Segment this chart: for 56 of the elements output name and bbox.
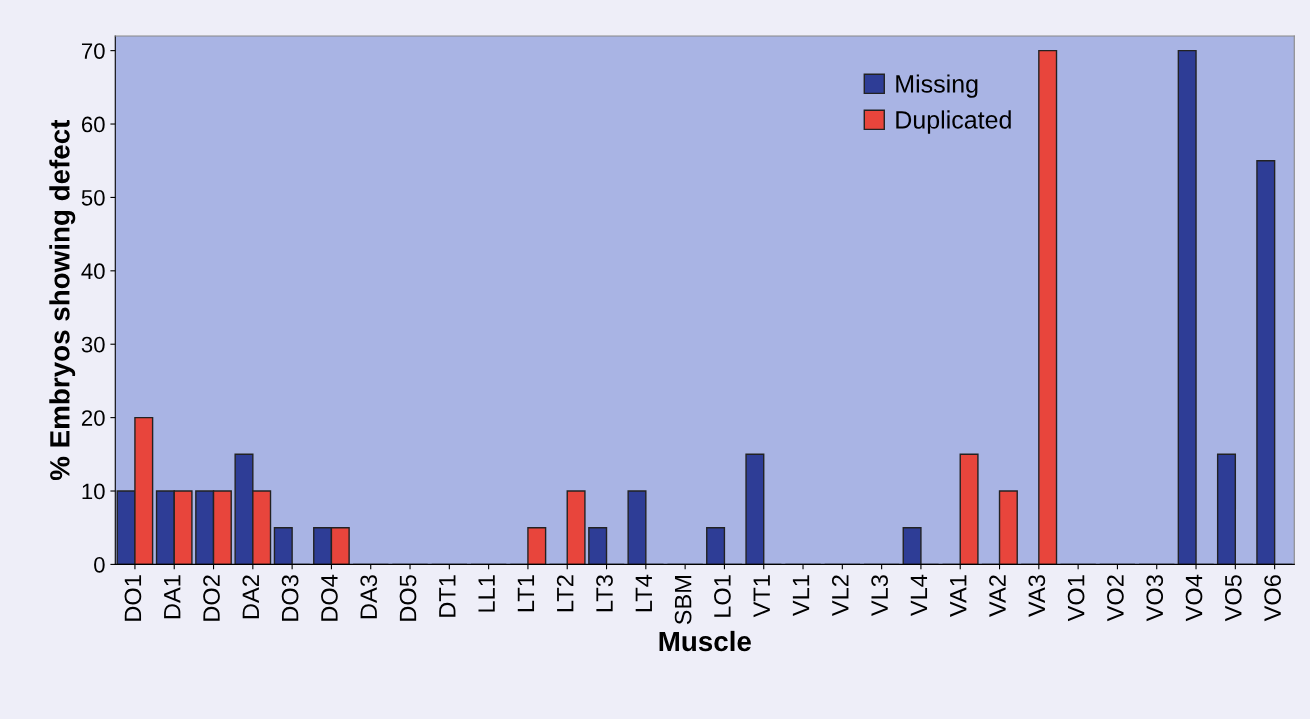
x-tick-label: VT1 [753,575,770,618]
bar [1256,160,1276,565]
x-axis-title: Muscle [659,630,751,652]
y-tick-label: 70 [81,43,105,59]
bar [1038,49,1058,565]
x-tick-label: VL2 [831,575,849,617]
x-tick-label: VO2 [1107,575,1124,622]
y-tick-label: 0 [94,556,105,573]
bar [627,490,647,565]
bar [1216,453,1237,565]
x-tick-label: DA1 [164,575,181,619]
x-tick-label: VO3 [1146,575,1164,622]
y-tick-label: 10 [82,483,105,500]
x-tick-label: VO1 [1067,575,1085,622]
x-tick-label: VO5 [1224,575,1242,622]
x-tick-label: DA2 [242,575,259,619]
x-tick-label: SBM [674,576,692,625]
bar [566,490,586,565]
x-tick-label: VA2 [989,575,1006,617]
y-tick-label: 40 [81,263,105,280]
bar [527,527,547,565]
legend-label: Duplicated [896,110,1011,134]
bar [588,527,608,565]
bar [745,453,765,565]
x-tick-label: VA1 [950,575,967,617]
x-tick-label: DO4 [321,574,338,621]
x-tick-label: LT3 [596,575,613,612]
x-tick-label: VL1 [792,575,810,617]
bar [1177,49,1197,565]
x-tick-label: LT1 [517,575,535,612]
y-tick-label: 60 [81,116,105,133]
x-tick-label: DA3 [360,575,378,619]
y-axis-title: % Embryos showing defect [49,119,76,481]
x-tick-label: DT1 [439,575,456,617]
y-tick-label: 50 [81,189,105,206]
x-tick-label: LO1 [714,575,731,617]
x-tick-label: LL1 [478,575,495,612]
x-tick-label: LT2 [556,575,574,612]
bar [902,527,922,565]
x-tick-label: VO4 [1185,574,1203,622]
legend-label: Missing [896,74,978,98]
x-tick-label: DO2 [203,575,220,621]
y-tick-label: 20 [81,410,105,426]
y-tick-label: 30 [81,336,105,353]
x-tick-label: VL3 [871,575,888,617]
bar [273,527,293,565]
x-tick-label: VL4 [910,574,928,617]
x-tick-label: VO6 [1264,575,1281,622]
bar [998,490,1018,565]
bar [706,527,726,565]
x-tick-label: LT4 [635,574,652,612]
x-tick-label: VA3 [1028,575,1046,617]
x-tick-label: DO3 [281,575,299,621]
x-tick-label: DO1 [124,575,142,621]
x-tick-label: DO5 [399,575,417,621]
bar [959,453,979,565]
